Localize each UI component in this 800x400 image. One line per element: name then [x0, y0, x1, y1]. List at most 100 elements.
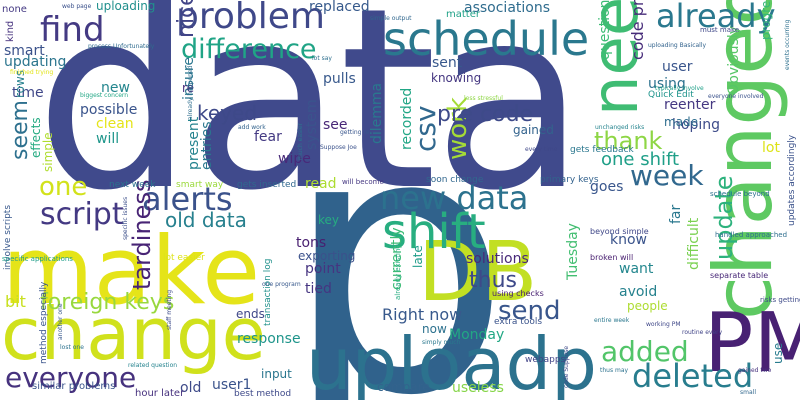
word-entire-week: entire week [594, 317, 630, 324]
word-best-method: best method [234, 389, 292, 399]
word-updates-accordingly: updates accordingly [787, 134, 797, 226]
word-kind: kind [5, 20, 16, 42]
word-input: input [261, 367, 292, 381]
word-gets-inserted: gets inserted [237, 180, 297, 190]
word-Monday: Monday [449, 327, 505, 343]
word-transaction-log: transaction log [263, 258, 273, 326]
word-uploading: uploading [96, 0, 156, 13]
word-separate-table: separate table [710, 271, 769, 280]
word-smart: smart [4, 43, 45, 59]
word-using: using [648, 76, 686, 92]
word-working-PM: working PM [646, 321, 681, 328]
word-gets-feedback: gets feedback [570, 145, 634, 155]
word-script: script [40, 197, 124, 232]
word-compare: compare [377, 380, 430, 394]
word-uploading-Basically: uploading Basically [648, 42, 707, 49]
word-wipe: wipe [278, 151, 311, 167]
word-unchanged-risks: unchanged risks [595, 124, 645, 131]
word-re: re [182, 81, 195, 95]
word-change: change [1, 292, 266, 376]
word-extra-tools: extra tools [494, 317, 543, 327]
word-shift: shift [382, 204, 486, 260]
word-exporting: exporting [298, 249, 356, 263]
word-add-work: add work [238, 124, 266, 131]
word-associations: associations [464, 0, 551, 16]
word-user1: user1 [212, 377, 252, 393]
word-fear: fear [254, 129, 282, 145]
word-question: question [597, 0, 613, 60]
word-biggest-concern: biggest concern [80, 92, 129, 99]
word-hoping: hoping [672, 117, 720, 133]
word-csv: csv [409, 105, 442, 152]
word-every-time: every time [525, 146, 558, 153]
word-Quick-Edit: Quick Edit [648, 90, 694, 100]
word-foreign-keys: foreign keys [40, 290, 175, 315]
word-already: already [656, 0, 776, 35]
word-one-shift: one shift [601, 149, 680, 170]
word-broken-will: broken will [590, 253, 634, 262]
word-primary-keys: primary keys [540, 175, 599, 185]
word-pre-code: pre code [437, 102, 534, 127]
word-alerts: alerts [142, 180, 233, 218]
word-knowing: knowing [431, 71, 482, 85]
word-user: user [662, 59, 693, 75]
word-ends: ends [236, 307, 265, 321]
word-tied: tied [305, 281, 332, 297]
word-lot-easier: lot easier [163, 253, 205, 263]
word-thus-may: thus may [600, 367, 629, 374]
word-schedule-beyond: schedule beyond [710, 190, 770, 198]
word-typically-involve: typically involve [655, 85, 704, 92]
word-see: see [323, 117, 348, 133]
word-entries: entries [199, 121, 215, 170]
word-code-pre: code pre [628, 0, 647, 60]
word-hour-later: hour later [135, 388, 185, 399]
word-code-Suppose: code Suppose [563, 345, 570, 388]
word-recorded: recorded [399, 87, 415, 150]
word-Right-now: Right now [382, 305, 463, 324]
word-people: people [627, 299, 668, 313]
word-solutions: solutions [466, 251, 529, 267]
word-bit: bit [5, 292, 26, 311]
word-everyone-involved: everyone involved [708, 93, 764, 100]
word-system: system [304, 99, 320, 150]
word-avoid: avoid [619, 284, 658, 300]
word-smart-way: smart way [176, 180, 224, 190]
word-point: point [305, 261, 341, 277]
word-response: response [237, 331, 301, 347]
word-goes: goes [590, 179, 624, 195]
word-replaced: replaced [309, 0, 370, 15]
word-possible: possible [80, 102, 138, 118]
word-time: time [12, 85, 44, 101]
word-none: none [2, 4, 27, 15]
word-risks-getting: risks getting [760, 296, 800, 304]
word-know: know [610, 232, 647, 248]
word-keyed: keyed [197, 101, 258, 125]
word-gained: gained [513, 123, 554, 137]
word-week: week [630, 159, 704, 192]
word-webapps: webapps [525, 355, 566, 365]
word-read: read [305, 176, 337, 192]
word-clean: clean [96, 116, 134, 132]
word-lot-say: lot say [312, 55, 332, 62]
word-similar-problems: similar problems [32, 381, 116, 392]
word-nice: nice [174, 0, 199, 38]
word-staff-meeting: staff meeting [166, 289, 173, 330]
word-PM: PM [704, 296, 800, 391]
word-web-page: web page [62, 3, 92, 10]
word-added: added [601, 335, 689, 368]
word-handled-approached: handled approached [715, 231, 788, 239]
word-p: p [283, 55, 512, 400]
word-already-happened: already happened [187, 65, 194, 120]
word-send: send [498, 296, 561, 326]
word-find: find [40, 10, 105, 50]
word-finished-trying: finished trying [10, 69, 54, 76]
word-specific-issues: specific issues [122, 196, 129, 240]
word-one-program: one program [262, 281, 301, 288]
word-schedule: schedule [383, 12, 590, 66]
word-specific-applications: specific applications [2, 255, 73, 263]
word-events-occurring: events occurring [784, 19, 791, 70]
word-new-data: new data [380, 179, 529, 217]
word-make: make [2, 217, 261, 326]
word-small: small [740, 389, 756, 396]
